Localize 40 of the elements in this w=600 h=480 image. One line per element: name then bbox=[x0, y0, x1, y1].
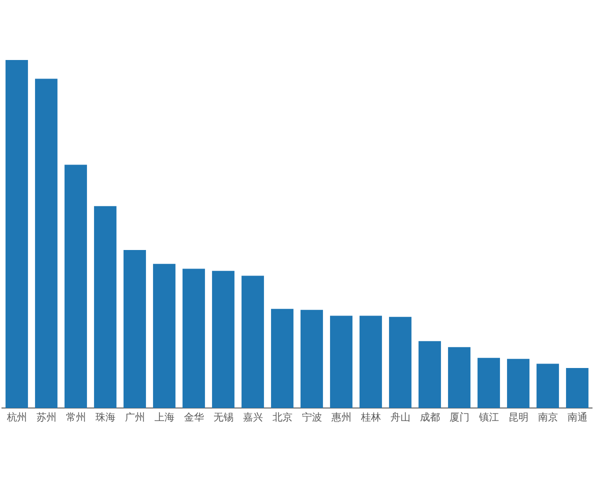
x-tick-label: 南京 bbox=[538, 412, 558, 424]
bar bbox=[271, 308, 294, 408]
x-tick-label: 珠海 bbox=[95, 412, 116, 424]
x-tick-label: 上海 bbox=[154, 412, 174, 424]
bar bbox=[35, 78, 58, 408]
bar bbox=[6, 60, 28, 408]
x-tick-label: 金华 bbox=[184, 412, 204, 424]
x-tick-label: 杭州 bbox=[6, 412, 27, 424]
bar bbox=[182, 268, 205, 408]
bar bbox=[360, 316, 382, 408]
bar bbox=[389, 316, 412, 408]
x-tick-label: 惠州 bbox=[330, 412, 352, 424]
bar bbox=[64, 164, 87, 408]
x-tick-label: 嘉兴 bbox=[242, 412, 263, 424]
x-tick-label: 常州 bbox=[66, 412, 86, 424]
bar bbox=[153, 264, 176, 408]
x-tick-label: 成都 bbox=[420, 412, 440, 424]
bar bbox=[507, 358, 530, 408]
bar bbox=[448, 347, 470, 408]
bar bbox=[566, 368, 588, 408]
x-tick-label: 北京 bbox=[272, 412, 292, 424]
x-tick-label: 广州 bbox=[124, 412, 145, 424]
bar bbox=[418, 341, 441, 408]
x-tick-label: 苏州 bbox=[36, 412, 56, 424]
x-tick-label: 舟山 bbox=[390, 412, 410, 424]
bar bbox=[330, 316, 352, 408]
bar bbox=[94, 206, 116, 408]
x-tick-label: 镇江 bbox=[478, 412, 499, 424]
bar bbox=[536, 364, 559, 408]
bar bbox=[124, 250, 146, 408]
x-tick-label: 无锡 bbox=[213, 412, 234, 424]
x-tick-label: 厦门 bbox=[449, 412, 470, 424]
x-tick-label: 桂林 bbox=[360, 412, 381, 424]
x-tick-label: 南通 bbox=[567, 412, 588, 424]
x-tick-label: 昆明 bbox=[508, 412, 528, 424]
bar bbox=[478, 358, 500, 408]
x-tick-label: 宁波 bbox=[302, 412, 322, 424]
bar bbox=[242, 276, 264, 408]
bar bbox=[300, 310, 323, 408]
bar bbox=[212, 270, 234, 408]
